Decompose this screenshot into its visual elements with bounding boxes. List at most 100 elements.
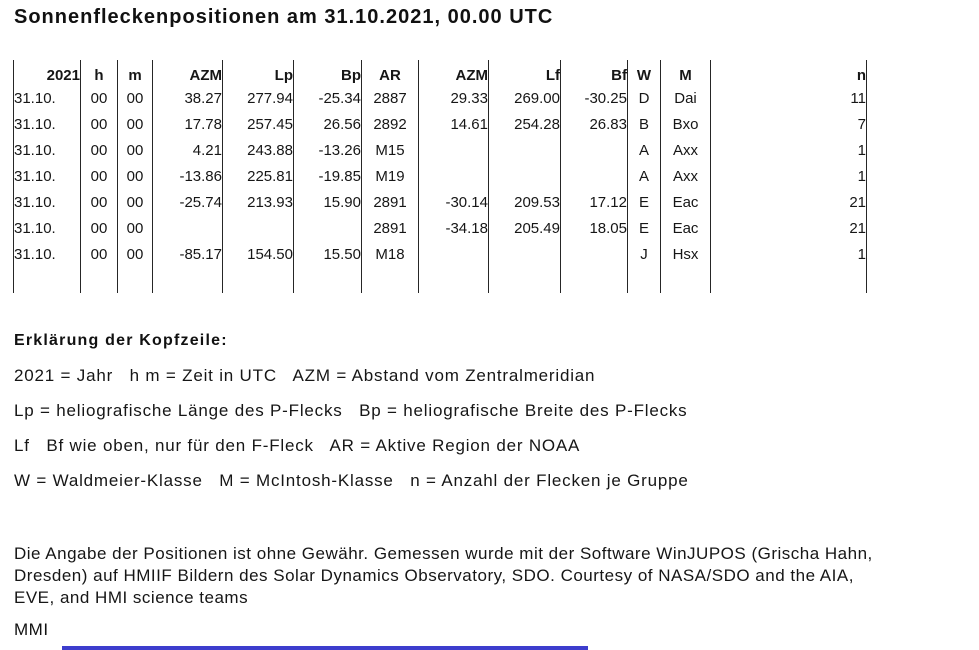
table-cell: 18.05: [560, 215, 628, 242]
table-cell: 209.53: [488, 189, 561, 216]
table-cell: A: [627, 163, 661, 190]
column-header-10-w: W: [627, 60, 661, 86]
table-cell: 00: [80, 86, 118, 112]
table-cell: 4.21: [152, 137, 223, 164]
table-cell: 11: [710, 86, 867, 112]
table-cell: 254.28: [488, 111, 561, 138]
table-cell: -19.85: [293, 163, 362, 190]
table-cell: 225.81: [222, 163, 294, 190]
table-cell: 00: [80, 137, 118, 164]
table-cell: [560, 137, 628, 164]
table-cell: 15.50: [293, 241, 362, 268]
column-header-12-n: n: [710, 60, 867, 86]
table-cell: Hsx: [660, 241, 711, 268]
table-cell: [488, 241, 561, 268]
table-cell: 31.10.: [13, 86, 81, 112]
table-cell: 00: [117, 215, 153, 242]
table-cell: 31.10.: [13, 111, 81, 138]
table-cell: 243.88: [222, 137, 294, 164]
table-cell: 154.50: [222, 241, 294, 268]
table-cell: [488, 163, 561, 190]
table-cell: -13.86: [152, 163, 223, 190]
table-cell: 31.10.: [13, 163, 81, 190]
table-cell: 2891: [361, 189, 419, 216]
table-cell: J: [627, 241, 661, 268]
table-cell: 00: [117, 189, 153, 216]
table-cell: Eac: [660, 189, 711, 216]
table-row: 31.10. 00 00 2891 -34.18 205.49 18.05 E Eac 21: [13, 215, 867, 242]
table-filler-cell: [361, 267, 419, 293]
table-filler-cell: [560, 267, 628, 293]
table-cell: M15: [361, 137, 419, 164]
table-filler-cell: [222, 267, 294, 293]
table-cell: 17.78: [152, 111, 223, 138]
disclaimer-line-1: Die Angabe der Positionen ist ohne Gewäh…: [14, 544, 873, 563]
column-header-2-m: m: [117, 60, 153, 86]
table-cell: Eac: [660, 215, 711, 242]
table-cell: Bxo: [660, 111, 711, 138]
table-row: 31.10. 00 00 17.78 257.45 26.56 2892 14.61 254.2…: [13, 111, 867, 138]
column-header-3-azm: AZM: [152, 60, 223, 86]
table-cell: E: [627, 189, 661, 216]
table-cell: -30.14: [418, 189, 489, 216]
table-cell: -34.18: [418, 215, 489, 242]
column-header-1-h: h: [80, 60, 118, 86]
table-cell: B: [627, 111, 661, 138]
table-cell: 213.93: [222, 189, 294, 216]
table-cell: 31.10.: [13, 137, 81, 164]
table-cell: -25.74: [152, 189, 223, 216]
table-cell: D: [627, 86, 661, 112]
table-cell: 00: [80, 189, 118, 216]
table-cell: [560, 241, 628, 268]
table-filler-row: [13, 267, 867, 293]
table-filler-cell: [80, 267, 118, 293]
table-cell: -30.25: [560, 86, 628, 112]
table-row: 31.10. 00 00 -85.17 154.50 15.50 M18 J Hsx 1: [13, 241, 867, 268]
table-cell: [418, 137, 489, 164]
table-cell: [418, 163, 489, 190]
table-cell: 31.10.: [13, 189, 81, 216]
column-header-9-bf: Bf: [560, 60, 628, 86]
table-cell: [222, 215, 294, 242]
table-filler-cell: [660, 267, 711, 293]
table-cell: 205.49: [488, 215, 561, 242]
table-cell: -13.26: [293, 137, 362, 164]
table-cell: Axx: [660, 137, 711, 164]
table-cell: 21: [710, 215, 867, 242]
table-cell: M19: [361, 163, 419, 190]
table-filler-cell: [117, 267, 153, 293]
table-cell: 257.45: [222, 111, 294, 138]
table-cell: A: [627, 137, 661, 164]
table-filler-cell: [293, 267, 362, 293]
table-cell: 21: [710, 189, 867, 216]
disclaimer-paragraph: Die Angabe der Positionen ist ohne Gewäh…: [14, 543, 964, 609]
legend-line-w-m-n: W = Waldmeier-Klasse M = McIntosh-Klasse…: [14, 471, 689, 490]
legend-line-year-time-azm: 2021 = Jahr h m = Zeit in UTC AZM = Abst…: [14, 366, 596, 385]
bottom-accent-bar: [62, 646, 588, 650]
table-cell: 00: [117, 111, 153, 138]
table-cell: E: [627, 215, 661, 242]
table-filler-cell: [152, 267, 223, 293]
table-cell: 29.33: [418, 86, 489, 112]
table-cell: 1: [710, 163, 867, 190]
table-cell: M18: [361, 241, 419, 268]
legend-line-lf-bf-ar: Lf Bf wie oben, nur für den F-Fleck AR =…: [14, 436, 581, 455]
table-cell: 269.00: [488, 86, 561, 112]
table-cell: 2892: [361, 111, 419, 138]
table-cell: -25.34: [293, 86, 362, 112]
table-cell: 00: [80, 215, 118, 242]
disclaimer-line-3: EVE, and HMI science teams: [14, 588, 249, 607]
table-cell: 00: [80, 111, 118, 138]
table-cell: 1: [710, 137, 867, 164]
table-cell: Axx: [660, 163, 711, 190]
table-cell: -85.17: [152, 241, 223, 268]
column-header-4-lp: Lp: [222, 60, 294, 86]
column-header-5-bp: Bp: [293, 60, 362, 86]
table-row: 31.10. 00 00 4.21 243.88 -13.26 M15 A Axx 1: [13, 137, 867, 164]
table-cell: [418, 241, 489, 268]
disclaimer-line-2: Dresden) auf HMIIF Bildern des Solar Dyn…: [14, 566, 854, 585]
table-cell: 00: [117, 137, 153, 164]
table-cell: 1: [710, 241, 867, 268]
